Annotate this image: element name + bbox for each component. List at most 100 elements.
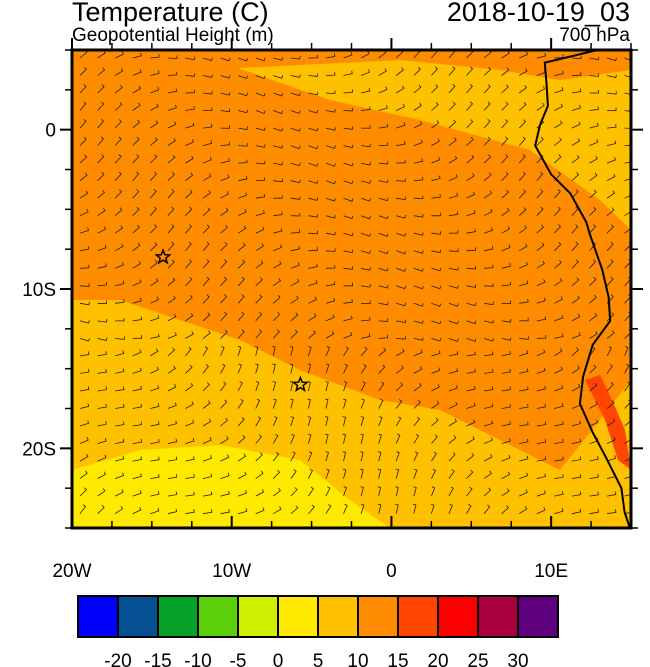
wind-barb	[185, 331, 194, 339]
wind-barb	[167, 456, 178, 462]
wind-barb	[255, 398, 261, 409]
wind-barb	[431, 138, 440, 146]
wind-barb	[324, 416, 329, 427]
wind-barb	[501, 84, 509, 94]
wind-barb	[360, 468, 364, 479]
wind-barb	[536, 206, 544, 216]
wind-barb	[167, 55, 178, 59]
wind-barb	[395, 503, 399, 514]
wind-barb	[589, 491, 599, 497]
wind-barb	[554, 278, 563, 287]
wind-barb	[571, 491, 582, 497]
wind-barb	[466, 504, 472, 514]
wind-barb	[132, 456, 142, 462]
wind-barb	[396, 336, 406, 340]
wind-barb	[484, 264, 494, 269]
wind-barb	[202, 259, 210, 269]
wind-barb	[360, 69, 371, 76]
wind-barb	[185, 491, 195, 497]
wind-barb	[114, 489, 124, 497]
wind-barb	[396, 348, 405, 357]
wind-barb	[571, 224, 579, 234]
wind-barb	[114, 68, 124, 76]
wind-barb	[150, 473, 160, 479]
wind-barb	[431, 84, 439, 94]
wind-barb	[606, 190, 616, 199]
wind-barb	[413, 84, 422, 94]
wind-barb	[501, 368, 511, 374]
wind-barb	[308, 127, 319, 132]
wind-barb	[132, 439, 143, 444]
colorbar-swatch	[317, 595, 359, 638]
wind-barb	[272, 363, 276, 374]
wind-barb	[536, 439, 547, 444]
wind-barb	[255, 470, 264, 479]
wind-barb	[343, 332, 353, 339]
plot-subtitle: Geopotential Height (m)	[72, 25, 274, 46]
wind-barb	[395, 85, 405, 94]
wind-barb	[325, 109, 336, 113]
wind-barb	[167, 137, 176, 146]
wind-barb	[571, 88, 582, 94]
wind-barb	[290, 196, 301, 200]
wind-barb	[167, 259, 175, 269]
wind-barb	[167, 71, 178, 76]
wind-barb	[308, 180, 319, 184]
wind-barb	[272, 433, 279, 444]
wind-barb	[571, 383, 581, 392]
wind-barb	[361, 125, 371, 129]
wind-barb	[501, 300, 511, 304]
wind-barb	[536, 136, 544, 146]
wind-barb	[325, 180, 336, 185]
wind-barb	[413, 267, 424, 272]
wind-barb	[202, 173, 212, 182]
wind-barb	[466, 385, 476, 392]
wind-barb	[484, 386, 494, 392]
colorbar-swatch	[357, 595, 399, 638]
wind-barb	[272, 451, 280, 462]
wind-barb	[202, 509, 213, 515]
colorbar: -20 -15 -10 -5 0 5 10 15 20 25 30	[77, 595, 559, 667]
wind-barb	[519, 280, 529, 287]
wind-barb	[483, 437, 493, 444]
wind-barb	[343, 282, 353, 287]
wind-barb	[79, 320, 90, 324]
wind-barb	[185, 401, 194, 409]
wind-barb	[624, 475, 631, 479]
wind-barb	[255, 226, 265, 234]
wind-barb	[79, 119, 87, 129]
wind-barb	[149, 189, 157, 199]
wind-barb	[589, 364, 597, 374]
wind-barb	[361, 316, 371, 322]
wind-barb	[167, 347, 176, 357]
wind-barb	[255, 193, 266, 199]
wind-barb	[325, 162, 336, 167]
wind-barb	[132, 102, 141, 111]
wind-barb	[220, 125, 230, 129]
wind-barb	[97, 421, 107, 427]
x-tick-label: 10E	[534, 561, 568, 582]
wind-barb	[167, 88, 178, 94]
wind-barb	[308, 280, 318, 287]
wind-barb	[413, 302, 424, 307]
wind-barb	[518, 171, 526, 181]
wind-barb	[554, 333, 564, 339]
wind-barb	[272, 381, 277, 392]
wind-barb	[97, 171, 105, 181]
wind-barb	[448, 66, 456, 76]
wind-barb	[554, 508, 564, 515]
wind-barb	[448, 248, 459, 253]
wind-barb	[361, 267, 371, 271]
wind-barb	[589, 56, 600, 61]
wind-barb	[413, 383, 422, 392]
wind-barb	[343, 381, 348, 392]
colorbar-label: -10	[184, 651, 211, 667]
wind-barb	[272, 277, 282, 287]
wind-barb	[167, 172, 175, 181]
wind-barb	[79, 190, 89, 199]
wind-barb	[448, 401, 458, 409]
wind-barb	[571, 365, 580, 374]
wind-barb	[413, 337, 424, 341]
wind-barb	[255, 210, 265, 217]
wind-barb	[97, 368, 107, 374]
